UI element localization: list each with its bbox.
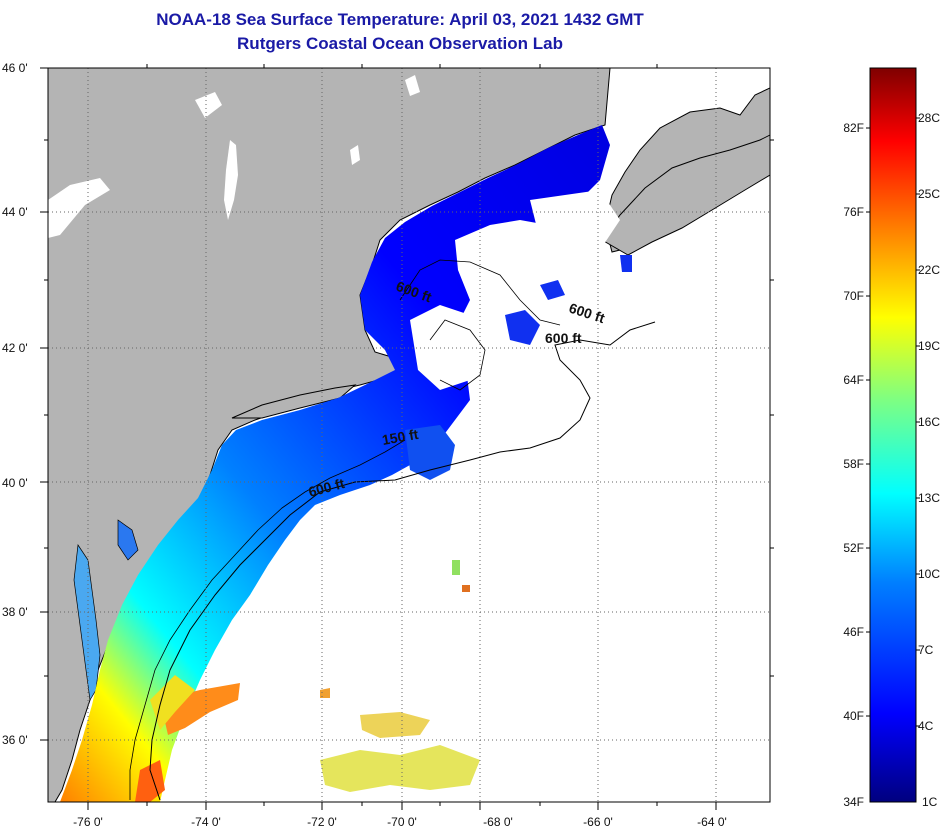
lat-axis: 46 0' 44 0' 42 0' 40 0' 38 0' 36 0' xyxy=(2,61,28,747)
colorbar-c-labels: 28C 25C 22C 19C 16C 13C 10C 7C 4C 1C xyxy=(918,111,940,809)
lat-ticks xyxy=(40,67,774,741)
long-island xyxy=(231,384,357,419)
sst-warm-patch xyxy=(452,560,460,575)
colorbar-label-f: 46F xyxy=(843,625,864,639)
colorbar-label-c: 16C xyxy=(918,415,940,429)
sst-patch xyxy=(405,425,455,480)
lon-axis: -76 0' -74 0' -72 0' -70 0' -68 0' -66 0… xyxy=(73,815,727,829)
inland-lake xyxy=(195,92,222,118)
colorbar-label-c: 4C xyxy=(918,719,934,733)
colorbar-label-c: 10C xyxy=(918,567,940,581)
lat-label: 36 0' xyxy=(2,733,28,747)
inland-lake xyxy=(48,178,110,238)
lon-ticks xyxy=(87,64,717,810)
colorbar-label-f: 76F xyxy=(843,205,864,219)
sst-patch xyxy=(505,310,540,345)
lat-label: 40 0' xyxy=(2,476,28,490)
contour-line xyxy=(399,259,561,326)
lat-label: 42 0' xyxy=(2,341,28,355)
colorbar-label-f: 70F xyxy=(843,289,864,303)
colorbar-label-c: 13C xyxy=(918,491,940,505)
map-subtitle: Rutgers Coastal Ocean Observation Lab xyxy=(237,34,563,53)
lat-label: 44 0' xyxy=(2,205,28,219)
sst-warm-patch xyxy=(462,585,470,592)
nova-scotia xyxy=(601,134,770,256)
cloud-gap xyxy=(455,220,560,310)
colorbar-label-f: 40F xyxy=(843,709,864,723)
chesapeake-bay xyxy=(73,544,101,702)
colorbar-label-f: 64F xyxy=(843,373,864,387)
delaware-bay xyxy=(117,519,139,561)
lat-label: 46 0' xyxy=(2,61,28,75)
colorbar-label-c: 7C xyxy=(918,643,934,657)
sst-warm-patch xyxy=(320,688,330,698)
lon-label: -64 0' xyxy=(697,815,727,829)
temperature-colorbar xyxy=(869,67,917,803)
contour-line xyxy=(129,439,406,800)
colorbar-label-c: 28C xyxy=(918,111,940,125)
colorbar-label-c: 22C xyxy=(918,263,940,277)
colorbar-label-f: 34F xyxy=(843,795,864,809)
colorbar-f-labels: 82F 76F 70F 64F 58F 52F 46F 40F 34F xyxy=(843,121,864,809)
contour-line xyxy=(429,319,486,391)
sst-warm-patch xyxy=(150,675,195,730)
contour-line xyxy=(149,321,656,801)
lon-label: -66 0' xyxy=(583,815,613,829)
colorbar-label-c: 1C xyxy=(922,795,938,809)
colorbar-label-f: 82F xyxy=(843,121,864,135)
lon-label: -68 0' xyxy=(483,815,513,829)
inland-lake xyxy=(350,145,360,165)
colorbar-ticks xyxy=(866,117,920,727)
lon-label: -76 0' xyxy=(73,815,103,829)
lat-label: 38 0' xyxy=(2,605,28,619)
lon-label: -72 0' xyxy=(307,815,337,829)
map-frame xyxy=(47,67,771,803)
contour-label: 600 ft xyxy=(545,330,582,346)
colorbar-label-c: 19C xyxy=(918,339,940,353)
lake-champlain xyxy=(224,140,238,220)
lon-label: -74 0' xyxy=(191,815,221,829)
lon-label: -70 0' xyxy=(387,815,417,829)
contour-label: 150 ft xyxy=(381,426,420,448)
map-title: NOAA-18 Sea Surface Temperature: April 0… xyxy=(156,10,644,29)
colorbar-label-c: 25C xyxy=(918,187,940,201)
inland-lake xyxy=(405,75,420,96)
sst-warm-patch xyxy=(360,712,430,738)
sst-patch xyxy=(540,280,565,300)
sst-patch xyxy=(620,255,632,272)
sst-warm-patch xyxy=(320,745,480,792)
colorbar-label-f: 58F xyxy=(843,457,864,471)
graticule xyxy=(48,68,770,802)
colorbar-label-f: 52F xyxy=(843,541,864,555)
